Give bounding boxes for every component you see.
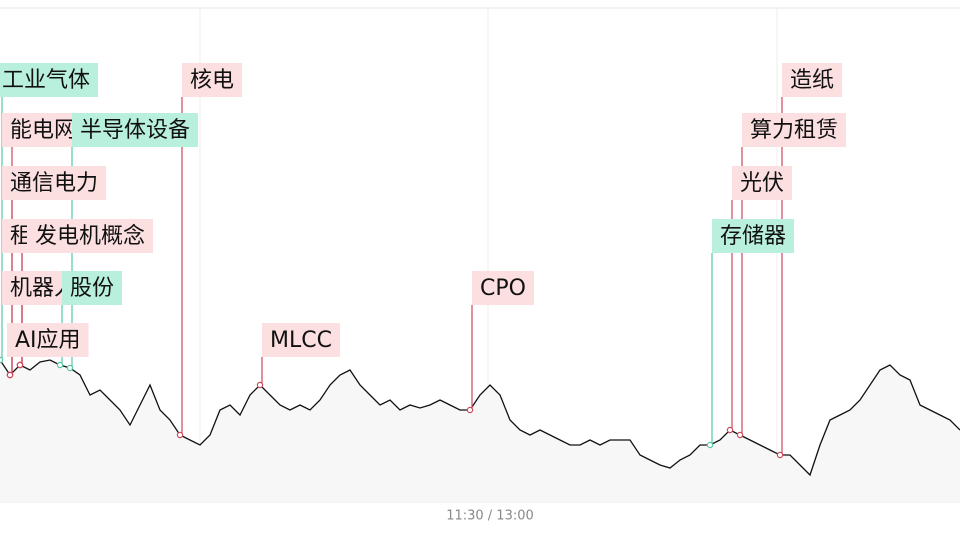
- annotation-label: 存储器: [720, 224, 786, 249]
- annotation-box: [0, 63, 99, 97]
- annotation-label: 股份: [70, 276, 114, 301]
- annotation-box: [732, 166, 793, 200]
- annotation-point: [0, 356, 4, 364]
- annotation-point: [6, 371, 14, 379]
- annotation-point: [16, 361, 24, 369]
- annotation-label: CPO: [480, 276, 526, 301]
- annotation-label: 工业气体: [2, 68, 90, 93]
- annotation-box: [72, 113, 199, 147]
- annotation-box: [182, 63, 243, 97]
- annotation-point: [776, 451, 784, 459]
- annotation-label: 能电网: [10, 118, 76, 143]
- annotation-label: 通信电力: [10, 171, 98, 196]
- annotation-label: 算力租赁: [750, 118, 838, 143]
- annotation-point: [56, 361, 64, 369]
- annotation-point: [466, 406, 474, 414]
- annotation-point: [66, 364, 74, 372]
- annotation-label: 半导体设备: [80, 118, 190, 143]
- price-line: [0, 359, 960, 477]
- annotation-box: [782, 63, 843, 97]
- annotation-box: [262, 323, 340, 357]
- annotation-label: 核电: [190, 68, 234, 93]
- annotation-label: 光伏: [740, 171, 784, 196]
- annotation-box: [742, 113, 847, 147]
- x-tick-label: 11:30 / 13:00: [446, 509, 534, 524]
- annotation-label: 造纸: [790, 68, 834, 93]
- annotation-box: [712, 219, 795, 253]
- annotation-point: [726, 426, 734, 434]
- annotation-box: [2, 113, 85, 147]
- annotation-box: [472, 271, 534, 305]
- annotation-label: AI应用: [15, 328, 81, 353]
- annotation-box: [2, 166, 107, 200]
- annotation-label: MLCC: [270, 328, 332, 353]
- annotation-box: [27, 219, 154, 253]
- annotation-box: [62, 271, 123, 305]
- annotation-point: [706, 441, 714, 449]
- annotation-label: 发电机概念: [35, 224, 145, 249]
- annotation-box: [7, 323, 89, 357]
- area: [0, 360, 960, 502]
- annotation-point: [256, 381, 264, 389]
- annotation-point: [176, 431, 184, 439]
- annotation-point: [736, 431, 744, 439]
